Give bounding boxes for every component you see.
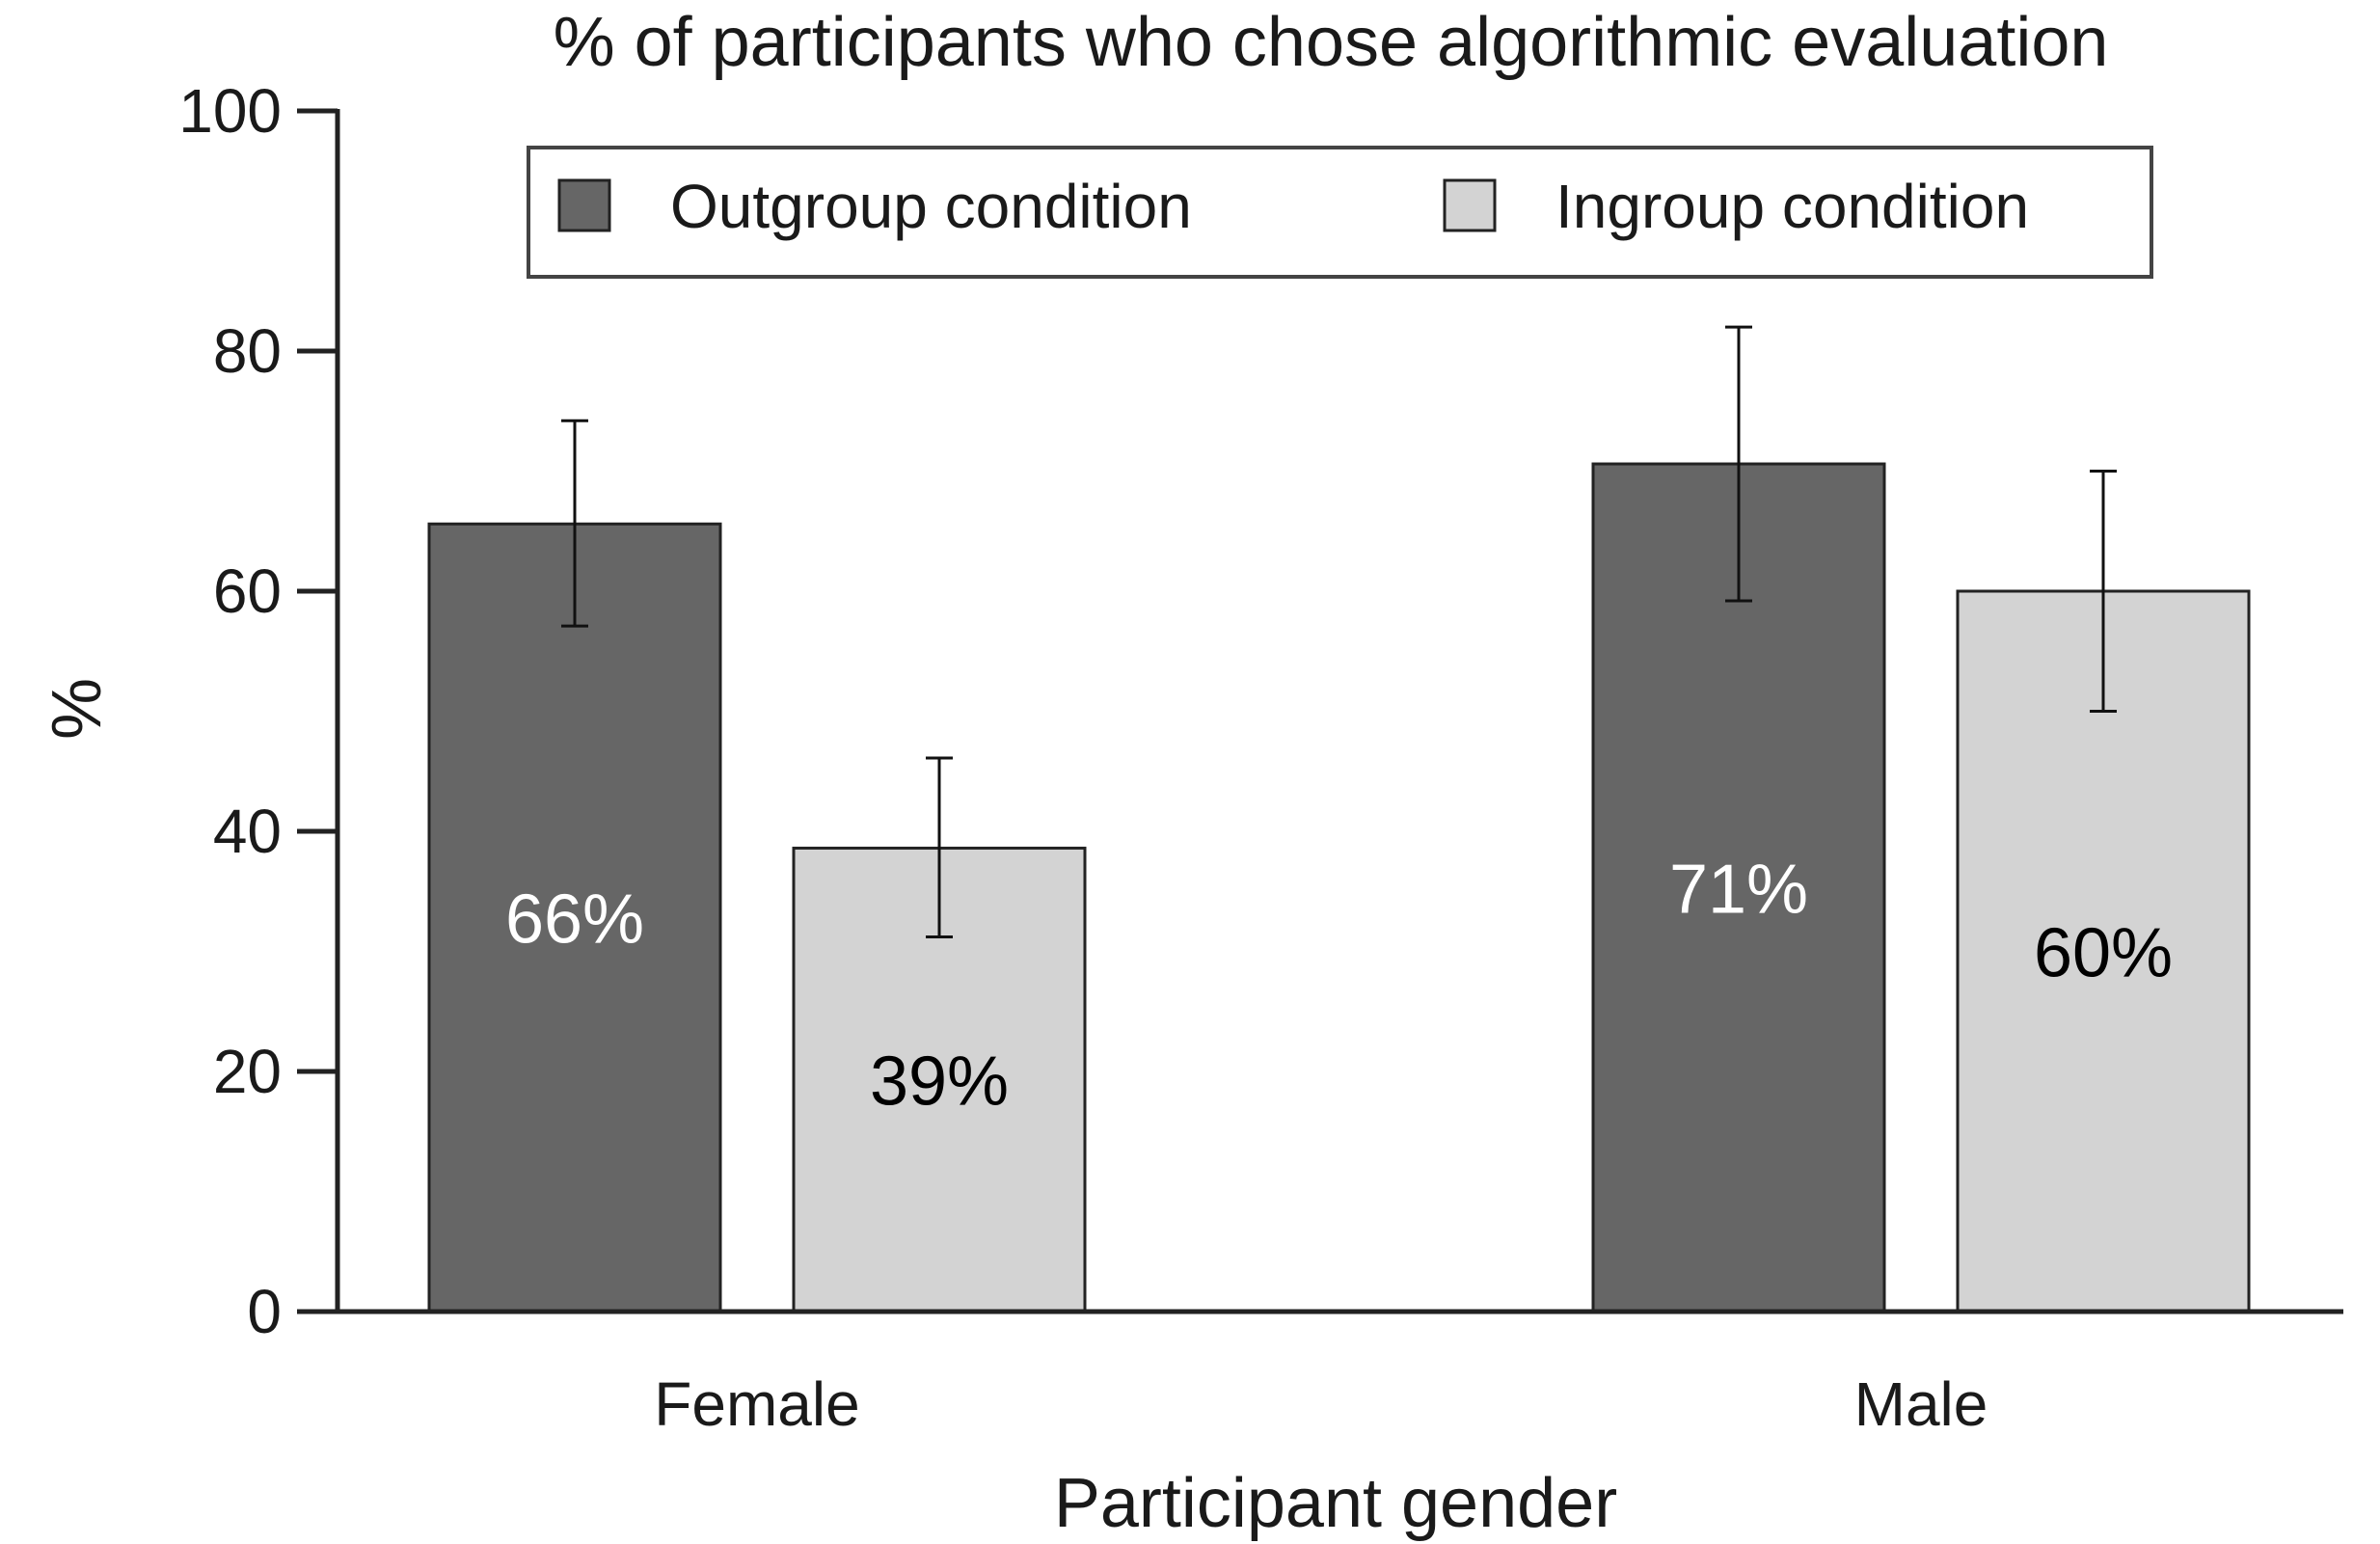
plot-area: 66% 71% 39% 60% 0 20 40 60 80 100 Female Male	[178, 76, 2343, 1439]
x-tick-label-female: Female	[654, 1369, 859, 1439]
x-axis-title: Participant gender	[1054, 1465, 1617, 1542]
legend: Outgroup condition Ingroup condition	[528, 148, 2151, 277]
legend-label-ingroup: Ingroup condition	[1555, 172, 2029, 241]
y-tick-label-0: 0	[247, 1277, 282, 1346]
data-label-outgroup-female: 66%	[505, 881, 644, 959]
chart-title: % of participants who chose algorithmic …	[554, 4, 2109, 81]
y-tick-label-100: 100	[178, 76, 282, 146]
y-axis-title: %	[39, 678, 116, 740]
data-label-ingroup-male: 60%	[2034, 915, 2173, 992]
y-tick-label-80: 80	[213, 316, 282, 386]
y-tick-label-60: 60	[213, 556, 282, 626]
y-tick-label-20: 20	[213, 1037, 282, 1106]
data-label-outgroup-male: 71%	[1669, 852, 1808, 929]
data-label-ingroup-female: 39%	[870, 1043, 1009, 1121]
legend-label-outgroup: Outgroup condition	[670, 172, 1192, 241]
y-tick-label-40: 40	[213, 797, 282, 866]
x-tick-label-male: Male	[1854, 1369, 1988, 1439]
legend-swatch-outgroup	[559, 180, 609, 230]
legend-swatch-ingroup	[1445, 180, 1495, 230]
